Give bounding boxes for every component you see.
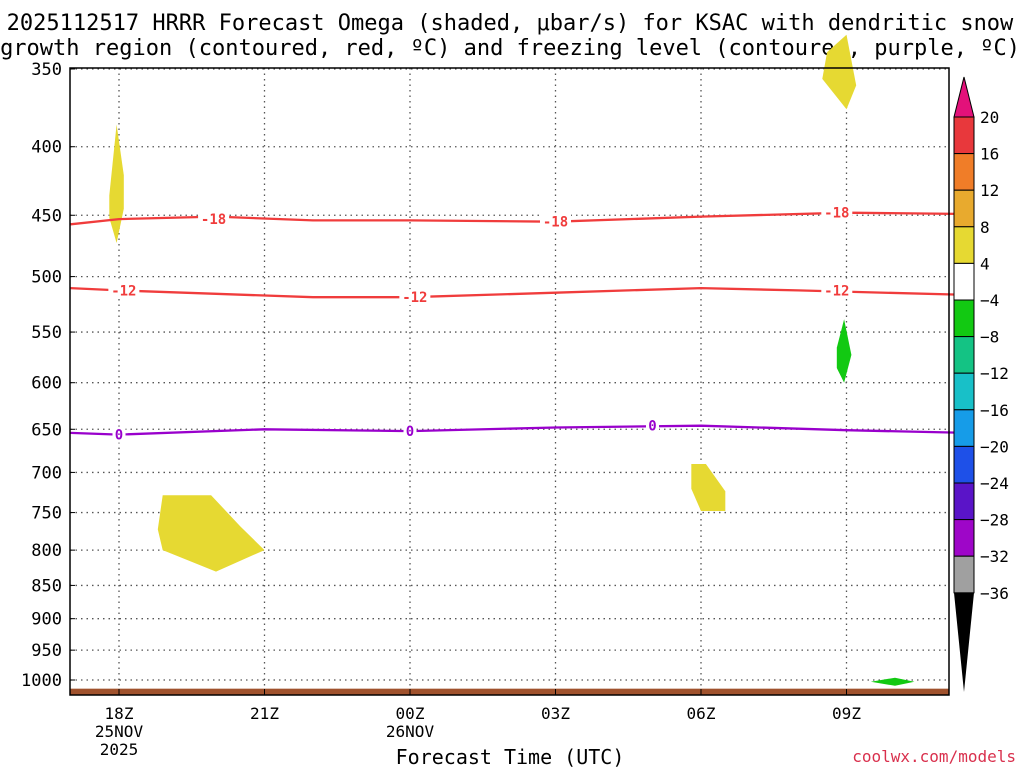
y-tick-label: 500 xyxy=(31,268,62,288)
contour-label: -12 xyxy=(402,290,427,306)
omega-positive-area-1 xyxy=(109,124,124,243)
x-tick-label: 18Z xyxy=(105,704,134,723)
contour-label-background xyxy=(821,204,853,221)
omega-positive-area-4 xyxy=(822,34,857,110)
y-tick-label: 950 xyxy=(31,641,62,661)
y-tick-label: 550 xyxy=(31,323,62,343)
colorbar-bottom-arrow xyxy=(954,592,974,692)
x-tick-label: 00Z xyxy=(396,704,425,723)
contour-label: -12 xyxy=(824,283,849,299)
y-tick-label: 350 xyxy=(31,60,62,80)
y-tick-label: 750 xyxy=(31,504,62,524)
y-tick-label: 650 xyxy=(31,420,62,440)
y-tick-label: 450 xyxy=(31,206,62,226)
x-tick-label: 03Z xyxy=(541,704,570,723)
contour-label-background xyxy=(540,213,571,230)
contour-freezing-0 xyxy=(70,424,968,436)
chart-title-line-1: 2025112517 HRRR Forecast Omega (shaded, … xyxy=(7,11,1014,36)
colorbar-label: −4 xyxy=(980,291,999,310)
omega-negative-area-2 xyxy=(870,677,915,686)
contour-label: -18 xyxy=(824,206,849,222)
colorbar-swatch xyxy=(953,336,975,374)
contour-label: 0 xyxy=(115,428,123,444)
omega-positive-area-3 xyxy=(691,464,726,511)
colorbar-label: −12 xyxy=(980,364,1009,383)
contour-label-background xyxy=(403,423,417,440)
contour-label: -18 xyxy=(543,215,568,231)
colorbar-swatch xyxy=(953,409,975,447)
colorbar-label: 4 xyxy=(980,254,990,273)
contour-label: 0 xyxy=(406,424,414,440)
y-tick-label: 700 xyxy=(31,463,62,483)
x-tick-date-label: 26NOV xyxy=(386,722,435,741)
colorbar-label: 16 xyxy=(980,145,999,164)
x-tick-date-label: 25NOV xyxy=(95,722,144,741)
y-tick-label: 400 xyxy=(31,138,62,158)
contour-label: -18 xyxy=(201,212,226,228)
contour-label-background xyxy=(108,282,140,299)
colorbar-label: 8 xyxy=(980,218,990,237)
chart-title-line-2: growth region (contoured, red, ºC) and f… xyxy=(0,36,1020,61)
x-axis-title: Forecast Time (UTC) xyxy=(396,745,625,768)
x-tick-label: 06Z xyxy=(687,704,716,723)
colorbar-swatch xyxy=(953,445,975,484)
colorbar-swatch xyxy=(953,116,975,155)
colorbar-label: −24 xyxy=(980,474,1009,493)
y-tick-label: 800 xyxy=(31,541,62,561)
colorbar-swatch xyxy=(953,299,975,338)
y-tick-label: 600 xyxy=(31,374,62,394)
x-tick-label: 21Z xyxy=(250,704,279,723)
omega-negative-area-1 xyxy=(836,319,852,383)
colorbar-label: −28 xyxy=(980,511,1009,530)
plot-area: -18 -18 -18 -12 -12 -12 0 0 0 xyxy=(70,34,968,695)
axes: 2503003504004505005506006507007508008509… xyxy=(21,60,861,759)
colorbar-top-arrow xyxy=(953,76,975,118)
colorbar-label: −8 xyxy=(980,328,999,347)
colorbar-swatch xyxy=(953,482,975,521)
contour-label-background xyxy=(399,289,431,306)
colorbar-label: −32 xyxy=(980,547,1009,566)
colorbar-swatch xyxy=(953,153,975,191)
contour-label-background xyxy=(198,211,230,228)
colorbar-label: 12 xyxy=(980,181,999,200)
credit-text: coolwx.com/models xyxy=(852,747,1016,766)
colorbar: 20 16 12 8 4 −4 −8 −12 −16 −20 −24 −28 −32 −36 xyxy=(953,76,1009,692)
y-tick-label: 850 xyxy=(31,576,62,596)
contour-label-background xyxy=(646,417,659,434)
contour-dgz-minus18 xyxy=(70,211,968,226)
colorbar-swatch xyxy=(953,555,975,594)
omega-positive-area-2 xyxy=(157,495,265,572)
plot-frame xyxy=(69,67,950,696)
x-tick-date-label: 2025 xyxy=(100,740,139,759)
contour-label-background xyxy=(821,282,853,299)
colorbar-swatch xyxy=(953,262,975,301)
x-tick-label: 09Z xyxy=(832,704,861,723)
contour-label: 0 xyxy=(648,419,656,435)
colorbar-label: −36 xyxy=(980,584,1009,603)
colorbar-swatch xyxy=(953,372,975,411)
contour-label: -12 xyxy=(111,283,136,299)
y-tick-label: 900 xyxy=(31,610,62,630)
ground-surface xyxy=(70,688,949,695)
colorbar-label: 20 xyxy=(980,108,999,127)
colorbar-swatch xyxy=(953,226,975,264)
colorbar-swatch xyxy=(953,189,975,228)
colorbar-label: −20 xyxy=(980,437,1009,456)
y-tick-label: 1000 xyxy=(21,671,62,691)
contour-label-background xyxy=(112,426,126,443)
colorbar-swatch xyxy=(953,519,975,557)
colorbar-label: −16 xyxy=(980,401,1009,420)
